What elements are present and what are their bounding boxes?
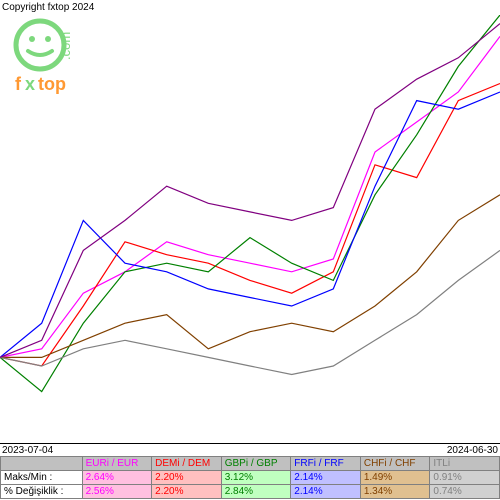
table-cell: GBPi / GBP bbox=[221, 457, 291, 471]
table-cell: 0.91% bbox=[430, 471, 500, 485]
table-cell: 2.56% bbox=[82, 485, 152, 499]
table-cell: FRFi / FRF bbox=[291, 457, 361, 471]
table-cell: DEMi / DEM bbox=[152, 457, 222, 471]
copyright-text: Copyright fxtop 2024 bbox=[2, 2, 94, 13]
table-cell: ITLi bbox=[430, 457, 500, 471]
start-date: 2023-07-04 bbox=[2, 445, 53, 456]
series-EURi/EUR bbox=[0, 36, 500, 357]
series-CHFi/CHF bbox=[0, 195, 500, 358]
table-cell: % Değişiklik : bbox=[1, 485, 83, 499]
table-cell: 1.49% bbox=[360, 471, 430, 485]
table-cell bbox=[1, 457, 83, 471]
table-cell: 1.34% bbox=[360, 485, 430, 499]
line-chart bbox=[0, 15, 500, 443]
table-cell: 3.12% bbox=[221, 471, 291, 485]
series-DEMi/DEM bbox=[0, 84, 500, 367]
table-cell: 2.84% bbox=[221, 485, 291, 499]
date-axis: 2023-07-04 2024-06-30 bbox=[0, 443, 500, 456]
series-GBPi/GBP bbox=[0, 15, 500, 392]
table-cell: 2.14% bbox=[291, 485, 361, 499]
table-cell: Maks/Min : bbox=[1, 471, 83, 485]
table-cell: 2.14% bbox=[291, 471, 361, 485]
end-date: 2024-06-30 bbox=[447, 445, 498, 456]
table-cell: 2.64% bbox=[82, 471, 152, 485]
table-cell: CHFi / CHF bbox=[360, 457, 430, 471]
table-cell: EURi / EUR bbox=[82, 457, 152, 471]
table-cell: 2.20% bbox=[152, 471, 222, 485]
summary-table: EURi / EURDEMi / DEMGBPi / GBPFRFi / FRF… bbox=[0, 456, 500, 499]
table-cell: 2.20% bbox=[152, 485, 222, 499]
table-cell: 0.74% bbox=[430, 485, 500, 499]
